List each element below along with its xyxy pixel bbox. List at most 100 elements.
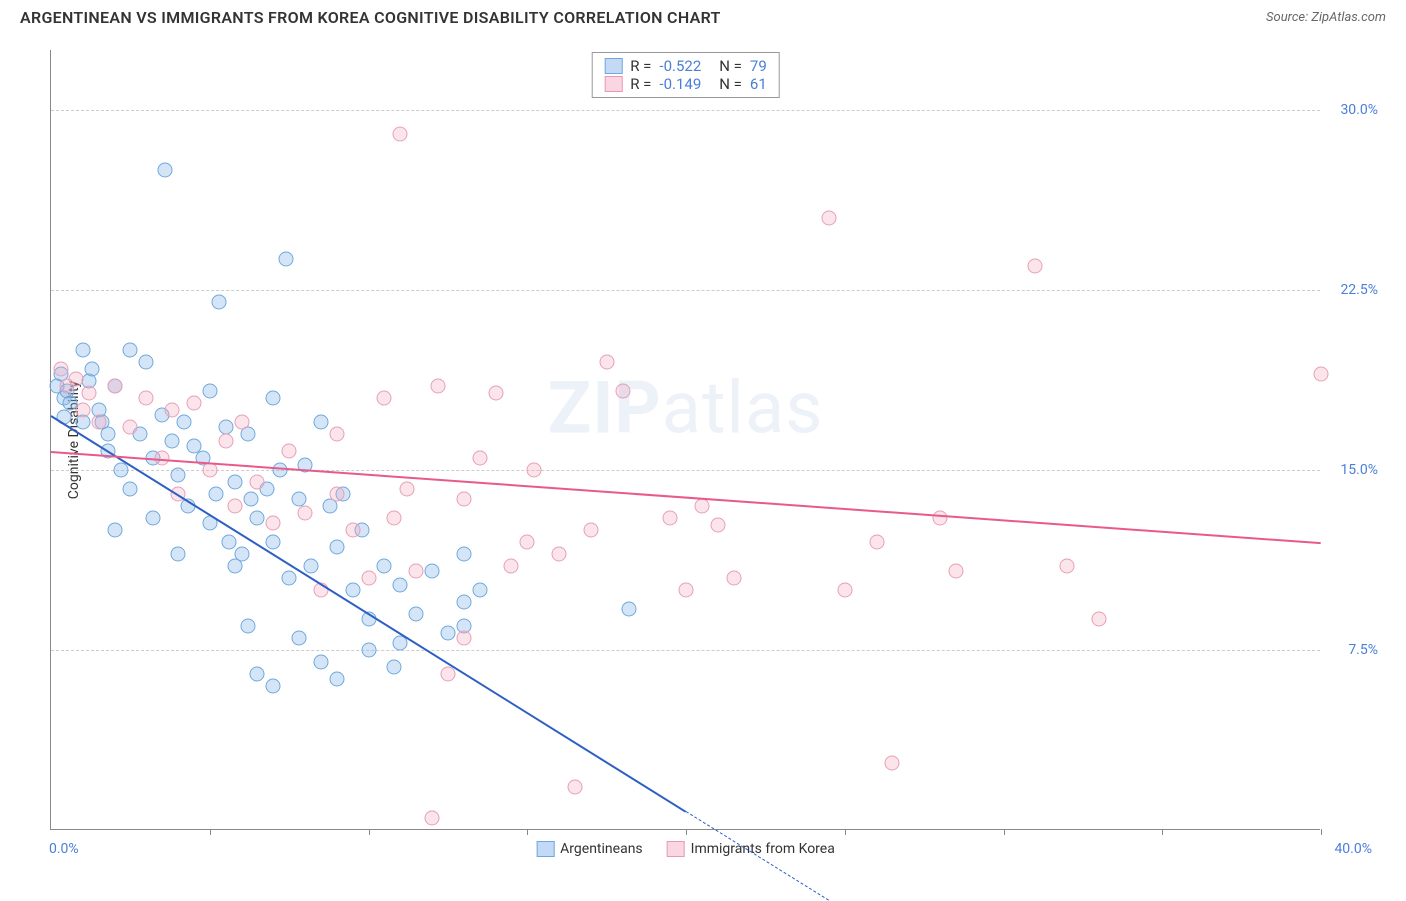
data-point — [409, 607, 424, 622]
x-tick — [1004, 829, 1005, 835]
x-tick — [210, 829, 211, 835]
data-point — [186, 395, 201, 410]
data-point — [75, 343, 90, 358]
data-point — [282, 443, 297, 458]
data-point — [313, 655, 328, 670]
y-tick-label: 7.5% — [1348, 642, 1378, 658]
data-point — [272, 463, 287, 478]
legend-swatch — [604, 76, 622, 92]
data-point — [291, 491, 306, 506]
data-point — [164, 403, 179, 418]
gridline — [51, 650, 1320, 651]
data-point — [345, 583, 360, 598]
data-point — [377, 391, 392, 406]
data-point — [821, 211, 836, 226]
data-point — [488, 386, 503, 401]
data-point — [101, 427, 116, 442]
data-point — [425, 811, 440, 826]
data-point — [520, 535, 535, 550]
data-point — [298, 506, 313, 521]
data-point — [567, 779, 582, 794]
data-point — [679, 583, 694, 598]
data-point — [425, 563, 440, 578]
data-point — [583, 523, 598, 538]
data-point — [456, 491, 471, 506]
data-point — [218, 419, 233, 434]
n-value: 61 — [750, 75, 767, 93]
x-tick — [527, 829, 528, 835]
data-point — [209, 487, 224, 502]
x-tick — [1321, 829, 1322, 835]
legend-row: R =-0.522N =79 — [604, 57, 767, 75]
legend-swatch — [536, 841, 554, 857]
data-point — [171, 467, 186, 482]
data-point — [663, 511, 678, 526]
data-point — [329, 427, 344, 442]
data-point — [278, 251, 293, 266]
data-point — [1314, 367, 1329, 382]
legend-item: Immigrants from Korea — [667, 841, 835, 857]
data-point — [472, 451, 487, 466]
y-tick-label: 30.0% — [1340, 102, 1378, 118]
plot-area: ZIPatlas R =-0.522N =79R =-0.149N =61 Co… — [50, 50, 1320, 830]
data-point — [304, 559, 319, 574]
data-point — [240, 619, 255, 634]
n-label: N = — [719, 75, 742, 93]
data-point — [123, 343, 138, 358]
data-point — [266, 679, 281, 694]
data-point — [123, 419, 138, 434]
data-point — [504, 559, 519, 574]
trend-line — [51, 451, 1321, 544]
x-tick — [1162, 829, 1163, 835]
data-point — [329, 671, 344, 686]
legend-item: Argentineans — [536, 841, 642, 857]
data-point — [75, 403, 90, 418]
source-attribution: Source: ZipAtlas.com — [1266, 10, 1386, 25]
data-point — [145, 511, 160, 526]
legend-label: Argentineans — [560, 841, 642, 857]
data-point — [456, 595, 471, 610]
data-point — [329, 487, 344, 502]
data-point — [107, 523, 122, 538]
data-point — [291, 631, 306, 646]
data-point — [1028, 259, 1043, 274]
data-point — [202, 383, 217, 398]
data-point — [885, 755, 900, 770]
data-point — [1091, 611, 1106, 626]
data-point — [377, 559, 392, 574]
data-point — [526, 463, 541, 478]
data-point — [393, 578, 408, 593]
data-point — [164, 434, 179, 449]
data-point — [139, 391, 154, 406]
x-axis-end-label: 40.0% — [1334, 841, 1372, 857]
data-point — [869, 535, 884, 550]
data-point — [386, 511, 401, 526]
data-point — [171, 547, 186, 562]
r-value: -0.149 — [659, 75, 701, 93]
r-label: R = — [630, 57, 651, 75]
legend-swatch — [604, 58, 622, 74]
data-point — [431, 379, 446, 394]
chart-container: ZIPatlas R =-0.522N =79R =-0.149N =61 Co… — [50, 50, 1370, 830]
data-point — [361, 643, 376, 658]
legend-swatch — [667, 841, 685, 857]
data-point — [694, 499, 709, 514]
legend-label: Immigrants from Korea — [691, 841, 835, 857]
data-point — [91, 415, 106, 430]
data-point — [218, 434, 233, 449]
data-point — [282, 571, 297, 586]
data-point — [228, 499, 243, 514]
data-point — [726, 571, 741, 586]
data-point — [472, 583, 487, 598]
data-point — [621, 602, 636, 617]
y-tick-label: 22.5% — [1340, 282, 1378, 298]
data-point — [266, 535, 281, 550]
data-point — [139, 355, 154, 370]
x-tick — [686, 829, 687, 835]
data-point — [456, 631, 471, 646]
x-tick — [369, 829, 370, 835]
n-value: 79 — [750, 57, 767, 75]
data-point — [345, 523, 360, 538]
r-value: -0.522 — [659, 57, 701, 75]
data-point — [228, 475, 243, 490]
